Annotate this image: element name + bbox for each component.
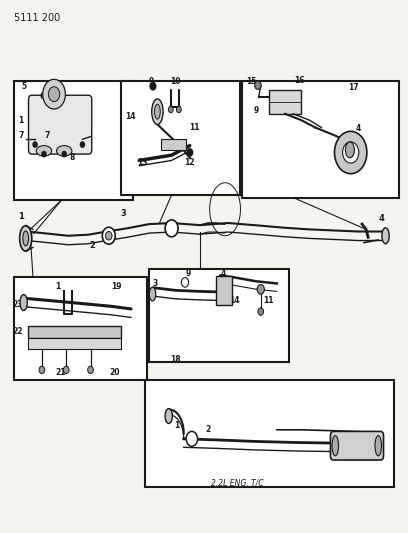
Circle shape — [255, 81, 261, 90]
Bar — [269, 90, 301, 114]
Ellipse shape — [20, 225, 32, 251]
Circle shape — [176, 107, 181, 113]
Text: 5: 5 — [21, 82, 26, 91]
Circle shape — [169, 107, 173, 113]
Ellipse shape — [165, 409, 173, 423]
Text: 2: 2 — [90, 241, 95, 250]
Circle shape — [187, 149, 193, 156]
Ellipse shape — [23, 231, 29, 246]
FancyBboxPatch shape — [330, 431, 384, 460]
Bar — [149, 269, 289, 362]
Circle shape — [102, 227, 115, 244]
Text: 19: 19 — [112, 282, 122, 291]
Text: 21: 21 — [55, 368, 65, 377]
FancyBboxPatch shape — [29, 95, 92, 154]
Ellipse shape — [375, 435, 381, 456]
Text: 20: 20 — [110, 368, 120, 377]
Text: 14: 14 — [229, 296, 239, 305]
Text: 14: 14 — [125, 112, 135, 122]
Text: 4: 4 — [355, 124, 361, 133]
Text: 22: 22 — [12, 327, 23, 336]
Ellipse shape — [149, 287, 156, 301]
Text: 24: 24 — [353, 448, 363, 457]
Text: 12: 12 — [184, 158, 195, 166]
Bar — [145, 381, 395, 487]
Text: 16: 16 — [294, 76, 304, 85]
Bar — [216, 276, 233, 305]
Text: 6: 6 — [39, 92, 44, 101]
Bar — [28, 326, 121, 338]
Text: 9: 9 — [149, 77, 154, 86]
Text: 11: 11 — [189, 123, 200, 132]
Text: 5111 200: 5111 200 — [13, 13, 60, 23]
Bar — [13, 81, 133, 200]
Circle shape — [258, 308, 264, 316]
Circle shape — [150, 83, 156, 90]
Text: 7: 7 — [44, 131, 49, 140]
Text: 18: 18 — [170, 355, 181, 364]
Text: 11: 11 — [264, 296, 274, 305]
Text: 7: 7 — [18, 131, 24, 140]
Text: 1: 1 — [18, 116, 24, 125]
Text: 8: 8 — [70, 153, 75, 162]
Ellipse shape — [36, 146, 52, 156]
Ellipse shape — [332, 435, 339, 456]
Circle shape — [181, 278, 188, 287]
Text: 4: 4 — [379, 214, 384, 223]
Text: 15: 15 — [246, 77, 257, 86]
Circle shape — [63, 366, 69, 374]
Text: 1: 1 — [174, 421, 179, 430]
Ellipse shape — [56, 146, 72, 156]
Circle shape — [33, 142, 37, 147]
Text: 17: 17 — [348, 83, 359, 92]
Circle shape — [80, 142, 84, 147]
Circle shape — [43, 79, 65, 109]
Text: 3: 3 — [120, 209, 126, 218]
Text: 2: 2 — [205, 425, 211, 434]
Circle shape — [39, 366, 45, 374]
Text: 23: 23 — [12, 300, 23, 309]
Circle shape — [62, 151, 66, 157]
Text: 1: 1 — [18, 212, 24, 221]
Ellipse shape — [152, 99, 163, 124]
Text: 1: 1 — [55, 282, 61, 291]
Text: 2.2L ENG. T/C: 2.2L ENG. T/C — [211, 478, 264, 487]
Circle shape — [348, 148, 354, 157]
Bar — [121, 81, 240, 195]
Circle shape — [343, 142, 359, 163]
Text: 10: 10 — [171, 77, 181, 86]
Text: 4: 4 — [221, 269, 226, 278]
Ellipse shape — [346, 142, 354, 158]
Circle shape — [42, 151, 46, 157]
Bar — [242, 81, 399, 198]
Text: 9: 9 — [185, 269, 191, 278]
Circle shape — [165, 220, 178, 237]
Ellipse shape — [155, 104, 160, 119]
Ellipse shape — [20, 295, 27, 311]
Circle shape — [88, 366, 93, 374]
Ellipse shape — [382, 228, 389, 244]
Circle shape — [106, 231, 112, 240]
Text: 9: 9 — [253, 106, 259, 115]
Circle shape — [49, 87, 60, 102]
Bar — [28, 338, 121, 349]
Circle shape — [335, 131, 367, 174]
Circle shape — [186, 431, 197, 446]
Text: 3: 3 — [153, 279, 158, 288]
Bar — [13, 277, 147, 381]
Bar — [162, 139, 186, 150]
Text: 13: 13 — [137, 158, 148, 166]
Circle shape — [257, 285, 264, 294]
